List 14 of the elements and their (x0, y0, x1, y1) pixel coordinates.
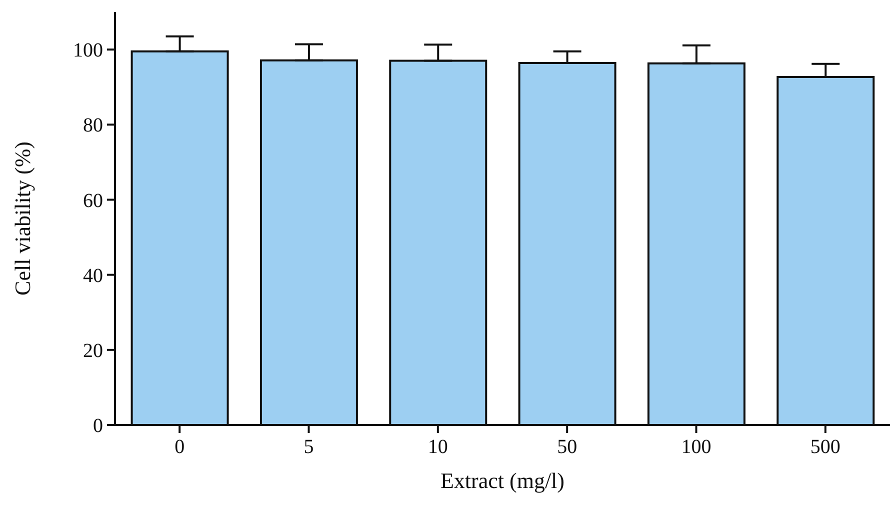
y-axis-title: Cell viability (%) (10, 142, 35, 296)
x-tick-label: 50 (557, 436, 578, 458)
y-tick-label: 100 (73, 40, 103, 62)
y-tick-label: 60 (83, 190, 103, 212)
x-tick-label: 100 (681, 436, 712, 458)
x-tick-label: 5 (304, 436, 314, 458)
y-tick-label: 0 (93, 415, 103, 438)
x-tick-label: 500 (810, 436, 840, 458)
y-tick-label: 80 (83, 114, 103, 137)
x-tick-label: 10 (428, 436, 448, 458)
x-axis-title: Extract (mg/l) (440, 468, 565, 493)
y-tick-label: 20 (83, 340, 103, 362)
y-tick-label: 40 (83, 264, 103, 287)
x-tick-label: 0 (174, 436, 185, 458)
